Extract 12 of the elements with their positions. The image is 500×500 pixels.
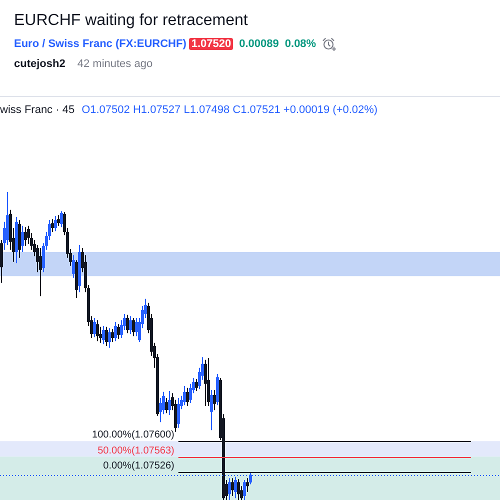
text: 42 minutes ago xyxy=(77,58,153,70)
chart-title: EURCHF waiting for retracement xyxy=(14,12,248,29)
text: wiss Franc · 45 xyxy=(0,104,75,116)
annotation: 100.00%(1.07600) xyxy=(92,429,174,440)
text: 1.07520 xyxy=(189,38,234,50)
text: 0.00089 xyxy=(239,38,279,50)
annotation: 50.00%(1.07563) xyxy=(98,445,174,456)
text: cutejosh2 xyxy=(14,58,66,70)
annotation: 0.00%(1.07526) xyxy=(103,460,174,472)
chart-subtitle: Euro / Swiss Franc (FX:EURCHF) xyxy=(14,38,186,50)
text: 0.08% xyxy=(284,38,316,50)
text: O1.07502 H1.07527 L1.07498 C1.07521 +0.00019 (+0.02%) xyxy=(82,104,378,116)
